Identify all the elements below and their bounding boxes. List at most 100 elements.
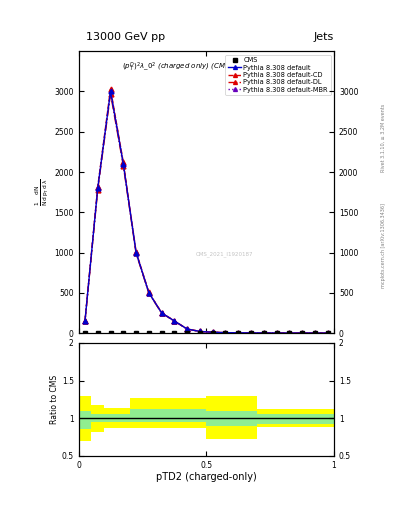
CMS xyxy=(121,330,126,336)
Pythia 8.308 default-DL xyxy=(223,330,228,336)
Pythia 8.308 default xyxy=(147,290,151,296)
Pythia 8.308 default-CD xyxy=(198,328,202,334)
Text: 13000 GeV pp: 13000 GeV pp xyxy=(86,32,165,42)
Legend: CMS, Pythia 8.308 default, Pythia 8.308 default-CD, Pythia 8.308 default-DL, Pyt: CMS, Pythia 8.308 default, Pythia 8.308 … xyxy=(226,55,331,95)
Pythia 8.308 default-MBR xyxy=(159,310,164,316)
Pythia 8.308 default-CD xyxy=(223,330,228,336)
Pythia 8.308 default-MBR xyxy=(210,329,215,335)
CMS xyxy=(185,330,189,336)
Line: Pythia 8.308 default-MBR: Pythia 8.308 default-MBR xyxy=(83,88,330,335)
CMS xyxy=(300,330,305,336)
Pythia 8.308 default-DL xyxy=(198,328,202,334)
Pythia 8.308 default-CD xyxy=(159,310,164,316)
Pythia 8.308 default-MBR xyxy=(223,330,228,336)
Pythia 8.308 default-CD xyxy=(312,330,317,336)
Line: Pythia 8.308 default-DL: Pythia 8.308 default-DL xyxy=(83,92,330,335)
Pythia 8.308 default-DL xyxy=(159,310,164,316)
Pythia 8.308 default-CD xyxy=(121,159,126,165)
Pythia 8.308 default-CD xyxy=(261,330,266,336)
Y-axis label: $\mathregular{\frac{1}{N}\frac{dN}{d\,p_T\,d\,\lambda}}$: $\mathregular{\frac{1}{N}\frac{dN}{d\,p_… xyxy=(34,178,51,206)
Text: $(p_T^D)^2\lambda\_0^2$ (charged only) (CMS jet substructure): $(p_T^D)^2\lambda\_0^2$ (charged only) (… xyxy=(122,61,291,74)
Pythia 8.308 default-CD xyxy=(300,330,305,336)
Pythia 8.308 default-CD xyxy=(287,330,292,336)
Text: Jets: Jets xyxy=(314,32,334,42)
CMS xyxy=(287,330,292,336)
Pythia 8.308 default-CD xyxy=(83,318,87,324)
Pythia 8.308 default xyxy=(325,330,330,336)
Pythia 8.308 default-MBR xyxy=(300,330,305,336)
CMS xyxy=(159,330,164,336)
Pythia 8.308 default-DL xyxy=(121,163,126,169)
Pythia 8.308 default-DL xyxy=(108,91,113,97)
Pythia 8.308 default-DL xyxy=(274,330,279,336)
Pythia 8.308 default-CD xyxy=(325,330,330,336)
Pythia 8.308 default-MBR xyxy=(249,330,253,336)
Pythia 8.308 default-CD xyxy=(185,326,189,332)
Text: CMS_2021_I1920187: CMS_2021_I1920187 xyxy=(195,251,253,257)
Pythia 8.308 default xyxy=(249,330,253,336)
X-axis label: pTD2 (charged-only): pTD2 (charged-only) xyxy=(156,472,257,482)
Pythia 8.308 default xyxy=(261,330,266,336)
Pythia 8.308 default-CD xyxy=(134,249,138,255)
Text: mcplots.cern.ch [arXiv:1306.3436]: mcplots.cern.ch [arXiv:1306.3436] xyxy=(381,203,386,288)
Pythia 8.308 default-MBR xyxy=(83,318,87,324)
Pythia 8.308 default-MBR xyxy=(198,328,202,334)
CMS xyxy=(83,330,87,336)
Pythia 8.308 default-MBR xyxy=(287,330,292,336)
Pythia 8.308 default-MBR xyxy=(312,330,317,336)
Pythia 8.308 default-MBR xyxy=(108,87,113,93)
CMS xyxy=(236,330,241,336)
Pythia 8.308 default-DL xyxy=(185,326,189,332)
Pythia 8.308 default-CD xyxy=(172,318,177,324)
Pythia 8.308 default xyxy=(223,330,228,336)
Pythia 8.308 default xyxy=(172,318,177,324)
Pythia 8.308 default-MBR xyxy=(147,289,151,295)
Pythia 8.308 default xyxy=(121,161,126,167)
Pythia 8.308 default xyxy=(134,249,138,255)
Pythia 8.308 default xyxy=(185,326,189,332)
Pythia 8.308 default-CD xyxy=(108,86,113,92)
CMS xyxy=(210,330,215,336)
Pythia 8.308 default xyxy=(312,330,317,336)
Pythia 8.308 default-CD xyxy=(210,329,215,335)
Pythia 8.308 default-DL xyxy=(261,330,266,336)
Pythia 8.308 default-DL xyxy=(287,330,292,336)
Pythia 8.308 default xyxy=(236,330,241,336)
Line: CMS: CMS xyxy=(83,331,330,335)
Pythia 8.308 default xyxy=(159,310,164,316)
Pythia 8.308 default-CD xyxy=(249,330,253,336)
Pythia 8.308 default xyxy=(274,330,279,336)
Pythia 8.308 default-MBR xyxy=(325,330,330,336)
Pythia 8.308 default-MBR xyxy=(95,184,100,190)
Pythia 8.308 default-CD xyxy=(95,184,100,190)
Text: Rivet 3.1.10, ≥ 3.2M events: Rivet 3.1.10, ≥ 3.2M events xyxy=(381,104,386,173)
CMS xyxy=(134,330,138,336)
Pythia 8.308 default-MBR xyxy=(185,326,189,332)
Pythia 8.308 default xyxy=(95,185,100,191)
CMS xyxy=(198,330,202,336)
Pythia 8.308 default xyxy=(108,89,113,95)
Pythia 8.308 default-DL xyxy=(300,330,305,336)
Pythia 8.308 default-DL xyxy=(210,329,215,335)
Line: Pythia 8.308 default: Pythia 8.308 default xyxy=(83,89,330,335)
Pythia 8.308 default-DL xyxy=(312,330,317,336)
CMS xyxy=(223,330,228,336)
Pythia 8.308 default-DL xyxy=(83,318,87,324)
Pythia 8.308 default-MBR xyxy=(274,330,279,336)
Pythia 8.308 default xyxy=(300,330,305,336)
Pythia 8.308 default-DL xyxy=(147,290,151,296)
Pythia 8.308 default-DL xyxy=(236,330,241,336)
Pythia 8.308 default-MBR xyxy=(121,160,126,166)
Pythia 8.308 default-CD xyxy=(274,330,279,336)
CMS xyxy=(249,330,253,336)
Pythia 8.308 default xyxy=(287,330,292,336)
Pythia 8.308 default-CD xyxy=(236,330,241,336)
Pythia 8.308 default-MBR xyxy=(172,318,177,324)
Pythia 8.308 default-DL xyxy=(249,330,253,336)
Pythia 8.308 default-MBR xyxy=(261,330,266,336)
CMS xyxy=(147,330,151,336)
Pythia 8.308 default-MBR xyxy=(134,249,138,255)
Y-axis label: Ratio to CMS: Ratio to CMS xyxy=(50,375,59,424)
CMS xyxy=(325,330,330,336)
Pythia 8.308 default-DL xyxy=(172,318,177,324)
